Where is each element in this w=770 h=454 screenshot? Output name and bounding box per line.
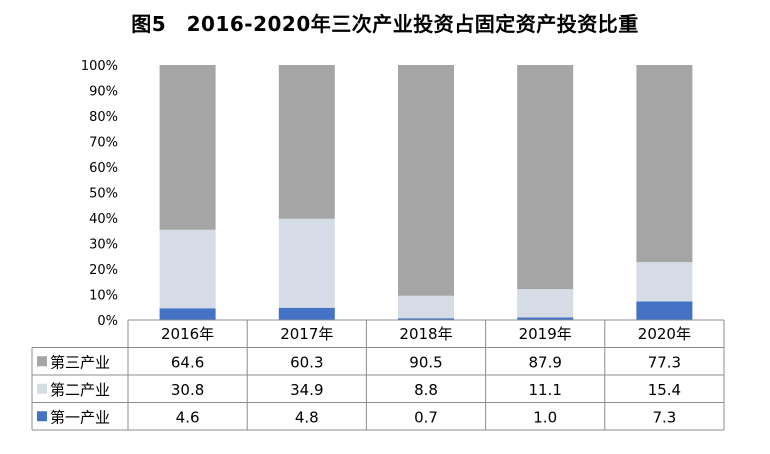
data-label: 30.8 (171, 381, 204, 399)
data-label: 77.3 (648, 353, 681, 371)
bar-secondary-1 (159, 229, 216, 309)
category-label: 2016年 (161, 325, 214, 343)
y-tick-label: 60% (89, 161, 118, 176)
y-tick-label: 20% (89, 263, 118, 278)
data-label: 60.3 (290, 353, 323, 371)
legend-label: 第三产业 (50, 353, 110, 371)
data-label: 4.8 (295, 408, 319, 426)
data-label: 11.1 (528, 381, 561, 399)
data-label: 90.5 (409, 353, 442, 371)
bar-primary-5 (636, 301, 693, 320)
data-label: 4.6 (176, 408, 200, 426)
bar-secondary-5 (636, 262, 693, 302)
bar-primary-1 (159, 308, 216, 320)
chart-title: 图5 2016-2020年三次产业投资占固定资产投资比重 (131, 12, 639, 36)
category-label: 2020年 (638, 325, 691, 343)
y-tick-label: 0% (97, 314, 118, 329)
bar-secondary-3 (398, 295, 454, 319)
data-label: 0.7 (414, 408, 438, 426)
data-label: 7.3 (652, 408, 676, 426)
y-tick-label: 90% (89, 85, 118, 100)
y-tick-label: 50% (89, 187, 118, 202)
bar-tertiary-1 (159, 65, 216, 230)
data-label: 8.8 (414, 381, 438, 399)
data-label: 34.9 (290, 381, 323, 399)
data-label: 1.0 (533, 408, 557, 426)
y-tick-label: 40% (89, 212, 118, 227)
y-tick-label: 30% (89, 238, 118, 253)
bar-tertiary-4 (517, 65, 574, 290)
y-tick-label: 10% (89, 289, 118, 304)
bar-tertiary-3 (398, 65, 454, 296)
data-label: 64.6 (171, 353, 204, 371)
bar-tertiary-5 (636, 65, 693, 263)
legend-label: 第一产业 (50, 408, 110, 426)
legend-label: 第二产业 (50, 381, 110, 399)
legend-key (37, 411, 47, 422)
bar-primary-3 (398, 318, 454, 320)
bar-tertiary-2 (278, 65, 335, 219)
legend-key (37, 383, 47, 394)
data-label: 15.4 (648, 381, 681, 399)
bar-primary-2 (278, 307, 335, 320)
y-tick-label: 70% (89, 136, 118, 151)
bar-secondary-4 (517, 289, 574, 318)
category-label: 2019年 (519, 325, 572, 343)
y-tick-label: 100% (81, 59, 118, 74)
bar-primary-4 (517, 317, 574, 320)
category-label: 2018年 (399, 325, 452, 343)
category-label: 2017年 (280, 325, 333, 343)
data-label: 87.9 (528, 353, 561, 371)
y-tick-label: 80% (89, 110, 118, 125)
legend-key (37, 356, 47, 367)
bar-secondary-2 (278, 218, 335, 308)
